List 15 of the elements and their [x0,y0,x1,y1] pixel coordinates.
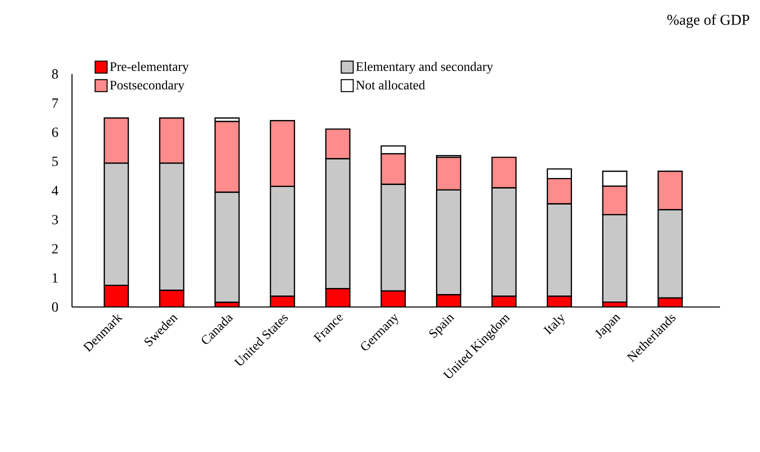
y-tick-label: 8 [52,69,58,79]
x-tick-label: Italy [543,314,565,335]
legend-label: Not allocated [356,80,425,90]
text: %age of GDP [667,14,750,28]
y-tick-label: 2 [52,244,58,254]
y-tick-label: 5 [52,156,58,166]
y-tick-label: 1 [52,273,58,282]
legend-label: Pre-elementary [110,62,189,74]
y-tick-label: 7 [52,98,58,108]
y-tick-label: 6 [52,128,58,137]
legend-label: Postsecondary [110,80,184,92]
y-tick-label: 0 [52,302,58,312]
y-tick-label: 3 [52,214,58,224]
y-tick-label: 4 [52,186,58,196]
legend-label: Elementary and secondary [356,62,494,74]
